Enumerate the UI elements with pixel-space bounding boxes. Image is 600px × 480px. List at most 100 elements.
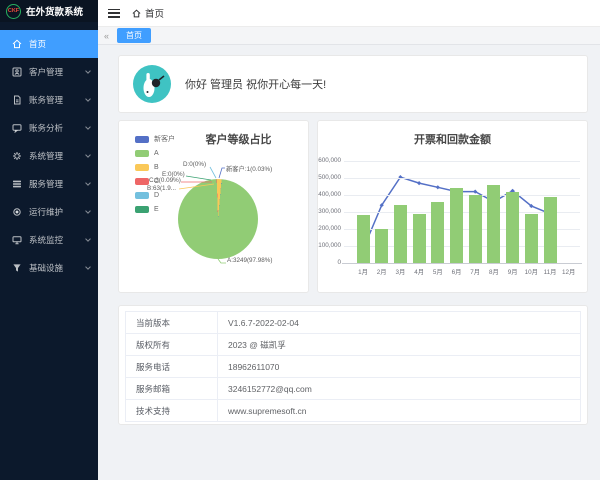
legend-item-A[interactable]: A [135,146,175,160]
legend-item-D[interactable]: D [135,188,175,202]
charts-row: 客户等级占比 新客户 A B C D E 新客户:1(0.03%) A:3249(97.98… [118,120,588,293]
avatar [133,65,171,103]
bar-1月 [356,215,370,263]
breadcrumb[interactable]: 首页 [132,6,164,20]
pie-chart-title: 客户等级占比 [205,134,272,146]
gridline [344,178,580,179]
x-axis-tick: 7月 [470,269,481,276]
main-content: 你好 管理员 祝你开心每一天! 客户等级占比 新客户 A B C D E 新客户:1(0.… [98,45,600,480]
sidebar: CKF 在外货款系统 首页 客户管理 账务管理 账务分析 [0,0,98,480]
pie-chart-card: 客户等级占比 新客户 A B C D E 新客户:1(0.03%) A:3249(97.98… [118,120,309,293]
info-row: 服务电话 18962611070 [125,355,581,378]
sidebar-item-label: 首页 [29,39,47,49]
bar-6月 [450,188,463,263]
sidebar-item-home[interactable]: 首页 [0,30,98,58]
monitor-icon [12,236,22,245]
funnel-icon [13,264,21,272]
x-axis-tick: 6月 [451,269,462,276]
chevron-down-icon [85,96,91,102]
pie-legend: 新客户 A B C D E [135,132,175,216]
legend-label: B [154,163,159,171]
legend-label: D [154,191,160,199]
sidebar-item-service[interactable]: 服务管理 [0,170,98,198]
gridline [344,161,580,162]
chevron-down-icon [85,180,91,186]
legend-label: C [154,177,160,185]
chevron-down-icon [85,236,91,242]
app-logo: CKF [6,3,21,19]
chevron-down-icon [85,208,91,214]
bar-chart-plot [344,157,580,263]
legend-item-E[interactable]: E [135,202,175,216]
pie [178,179,258,259]
home-icon [12,39,22,49]
sidebar-item-label: 运行维护 [29,207,64,217]
x-axis-tick: 11月 [543,269,557,276]
x-axis-tick: 9月 [507,269,518,276]
sidebar-item-label: 系统管理 [29,151,64,161]
info-label: 服务电话 [125,355,218,378]
x-axis-tick: 10月 [524,269,538,276]
sidebar-item-analysis[interactable]: 账务分析 [0,114,98,142]
legend-label: A [154,149,159,157]
sidebar-item-system[interactable]: 系统管理 [0,142,98,170]
sidebar-item-label: 服务管理 [29,179,64,189]
x-axis-tick: 3月 [395,269,406,276]
sidebar-item-label: 系统监控 [29,235,64,245]
pie-label-D: D:0(0%) [183,161,207,168]
bar-8月 [487,184,501,263]
document-icon [14,95,21,105]
chevron-down-icon [85,68,91,74]
y-axis-tick: 100,000 [318,242,341,249]
x-axis-line [342,263,582,264]
sidebar-item-infrastructure[interactable]: 基础设施 [0,254,98,282]
legend-item-C[interactable]: C [135,174,175,188]
chevron-down-icon [85,124,91,130]
x-axis-tick: 12月 [562,269,576,276]
info-value: 2023 @ 磁凯孚 [217,333,581,356]
bar-11月 [543,196,557,263]
info-row: 版权所有 2023 @ 磁凯孚 [125,333,581,356]
server-icon [13,180,21,188]
info-value: 3246152772@qq.com [217,377,581,400]
sidebar-item-maintenance[interactable]: 运行维护 [0,198,98,226]
info-value: 18962611070 [217,355,581,378]
info-label: 版权所有 [125,333,218,356]
greeting-text: 你好 管理员 祝你开心每一天! [185,79,327,91]
pie-label-新客户: 新客户:1(0.03%) [226,166,273,173]
legend-item-新客户[interactable]: 新客户 [135,132,175,146]
home-icon [132,8,141,17]
sidebar-item-label: 账务管理 [29,95,64,105]
pie-label-B: B:63(1.9... [147,185,177,192]
legend-swatch [135,191,149,199]
bar-7月 [468,195,482,263]
pie-label-A: A:3249(97.98%) [227,257,273,264]
bar-chart-title: 开票和回款金额 [414,134,491,146]
collapse-tabs-icon[interactable]: « [104,30,110,41]
sidebar-item-accounting[interactable]: 账务管理 [0,86,98,114]
gear-icon [13,152,21,160]
greeting-card: 你好 管理员 祝你开心每一天! [118,55,588,113]
sidebar-item-label: 客户管理 [29,67,64,77]
info-card: 当前版本 V1.6.7-2022-02-04 版权所有 2023 @ 磁凯孚 服务电话 1… [118,305,588,425]
sidebar-item-customers[interactable]: 客户管理 [0,58,98,86]
tab-home[interactable]: 首页 [117,28,152,43]
y-axis-tick: 400,000 [318,191,341,198]
hamburger-menu-icon[interactable] [108,8,120,18]
x-axis-tick: 4月 [414,269,424,276]
legend-swatch [135,163,149,171]
sidebar-item-label: 账务分析 [29,123,64,133]
tabbar: « 首页 [98,27,600,45]
pie-label-C: C:3(0.09%) [149,177,181,184]
bar-3月 [393,205,407,263]
y-axis-tick: 600,000 [318,157,341,164]
bar-chart-card: 开票和回款金额 0 100,000 200,000 300,000 400,000 500… [317,120,588,293]
legend-item-B[interactable]: B [135,160,175,174]
x-axis-tick: 5月 [432,269,443,276]
sidebar-menu: 首页 客户管理 账务管理 账务分析 系统管理 [0,22,98,282]
sidebar-item-monitoring[interactable]: 系统监控 [0,226,98,254]
chevron-down-icon [85,264,91,270]
mascot-icon [143,73,165,97]
pie-label-E: E:0(0%) [162,171,185,178]
